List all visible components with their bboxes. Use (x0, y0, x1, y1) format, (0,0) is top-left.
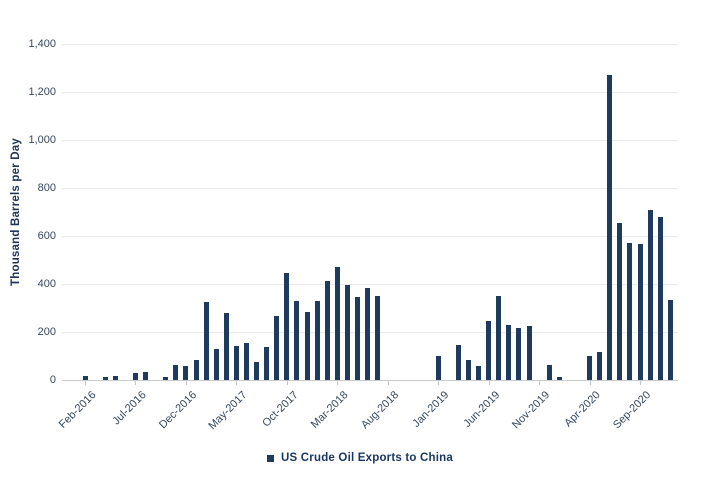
bar-Mar-2018[interactable] (334, 267, 340, 380)
x-tick-label: Jan-2019 (410, 389, 452, 430)
bar-Apr-2017[interactable] (223, 313, 229, 380)
gridline (62, 44, 678, 45)
y-tick-label: 200 (37, 325, 56, 338)
bar-Dec-2017[interactable] (304, 312, 310, 380)
bar-Dec-2020[interactable] (667, 299, 673, 380)
x-tick (185, 381, 187, 385)
bar-Jan-2020[interactable] (556, 376, 562, 380)
bar-Nov-2020[interactable] (657, 216, 663, 380)
bar-Sep-2020[interactable] (637, 244, 643, 380)
bar-Apr-2020[interactable] (587, 355, 592, 380)
bar-May-2019[interactable] (476, 366, 481, 380)
bar-Oct-2019[interactable] (526, 326, 532, 380)
gridline (62, 236, 678, 237)
bar-May-2018[interactable] (354, 296, 360, 380)
gridline (62, 380, 678, 381)
gridline (62, 332, 678, 333)
legend-swatch-icon (267, 454, 275, 462)
bar-Jul-2018[interactable] (375, 295, 381, 380)
bar-Aug-2016[interactable] (143, 372, 148, 380)
x-tick (135, 381, 137, 385)
x-tick (539, 381, 540, 385)
x-tick (589, 381, 591, 385)
x-tick-label: Mar-2018 (308, 389, 351, 431)
bar-Aug-2020[interactable] (627, 243, 633, 380)
x-tick (488, 381, 490, 385)
x-tick-label: Nov-2019 (510, 389, 553, 432)
x-tick-label: Jun-2019 (461, 389, 503, 430)
y-tick-label: 400 (37, 277, 56, 290)
bar-Jun-2019[interactable] (486, 320, 492, 380)
gridline (62, 284, 678, 285)
x-tick-label: Feb-2016 (56, 389, 99, 431)
y-axis-title: Thousand Barrels per Day (10, 138, 22, 286)
bar-May-2020[interactable] (597, 352, 603, 380)
y-tick-label: 600 (37, 229, 56, 242)
bar-Feb-2018[interactable] (324, 280, 330, 380)
bar-Jan-2018[interactable] (314, 300, 320, 380)
x-tick (387, 381, 389, 385)
bar-Apr-2018[interactable] (344, 285, 350, 380)
bar-May-2017[interactable] (233, 345, 239, 380)
gridline (62, 140, 678, 141)
x-tick (236, 381, 238, 385)
x-tick (85, 381, 86, 385)
x-tick-label: Apr-2020 (562, 389, 603, 430)
bar-Jul-2020[interactable] (617, 222, 623, 380)
x-tick (286, 381, 288, 385)
bar-Jun-2020[interactable] (607, 75, 613, 380)
x-tick (640, 381, 641, 385)
bar-Sep-2019[interactable] (516, 327, 522, 380)
bar-May-2016[interactable] (112, 376, 118, 380)
bar-Jun-2017[interactable] (243, 342, 249, 380)
x-tick (337, 381, 339, 385)
bar-Jan-2017[interactable] (193, 360, 199, 380)
bar-Mar-2017[interactable] (213, 349, 219, 380)
bar-Sep-2017[interactable] (274, 316, 280, 380)
legend-label: US Crude Oil Exports to China (281, 452, 453, 464)
bar-Apr-2016[interactable] (102, 377, 108, 380)
bar-Jun-2018[interactable] (365, 288, 370, 380)
bar-Apr-2019[interactable] (465, 360, 471, 380)
bar-Dec-2019[interactable] (546, 364, 552, 380)
x-tick-label: Aug-2018 (358, 389, 402, 432)
x-tick-label: Jul-2016 (110, 389, 149, 428)
bar-Feb-2017[interactable] (203, 302, 209, 380)
bar-Jul-2017[interactable] (254, 362, 259, 380)
bar-Aug-2017[interactable] (264, 346, 270, 380)
bar-Oct-2016[interactable] (163, 377, 169, 380)
bar-Nov-2016[interactable] (173, 365, 179, 380)
x-tick-label: Sep-2020 (611, 389, 654, 432)
legend[interactable]: US Crude Oil Exports to China (0, 452, 720, 464)
y-tick-label: 800 (37, 181, 56, 194)
gridline (62, 92, 678, 93)
gridline (62, 188, 678, 189)
bar-Jul-2016[interactable] (132, 373, 138, 380)
bar-Nov-2017[interactable] (294, 301, 300, 380)
bar-Jan-2019[interactable] (435, 356, 441, 380)
x-tick-label: Oct-2017 (259, 389, 301, 430)
bar-Feb-2016[interactable] (82, 375, 88, 380)
bar-Oct-2017[interactable] (284, 272, 290, 380)
bar-Oct-2020[interactable] (647, 209, 653, 380)
bar-Jul-2019[interactable] (496, 295, 502, 380)
x-tick (438, 381, 440, 385)
y-tick-label: 1,200 (28, 85, 56, 98)
x-tick-label: May-2017 (206, 389, 250, 433)
y-tick-label: 1,400 (28, 37, 56, 50)
bar-Dec-2016[interactable] (183, 366, 189, 380)
bar-Aug-2019[interactable] (506, 325, 512, 380)
y-tick-label: 1,000 (28, 133, 56, 146)
x-tick-label: Dec-2016 (157, 389, 200, 432)
y-tick-label: 0 (49, 373, 56, 386)
bar-Mar-2019[interactable] (455, 345, 461, 380)
